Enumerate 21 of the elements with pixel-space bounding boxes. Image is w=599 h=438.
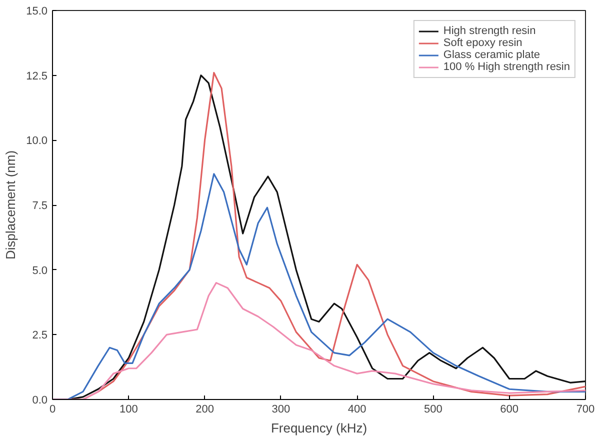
y-tick-label: 12.5 (26, 70, 48, 82)
x-tick-label: 0 (49, 404, 56, 416)
y-tick-label: 5.0 (32, 264, 48, 277)
x-tick-label: 100 (119, 404, 138, 416)
x-tick-label: 400 (348, 404, 366, 416)
x-tick-label: 300 (272, 404, 290, 416)
y-tick-label: 10.0 (26, 135, 48, 148)
y-tick-label: 0.0 (32, 394, 48, 406)
legend-label: Glass ceramic plate (443, 49, 540, 61)
y-axis-title: Displacement (nm) (3, 150, 18, 260)
x-tick-label: 200 (196, 404, 214, 416)
x-tick-label: 600 (500, 404, 519, 416)
y-tick-label: 2.5 (32, 330, 48, 342)
legend-label: 100 % High strength resin (443, 61, 570, 73)
y-tick-label: 7.5 (32, 200, 48, 212)
x-axis-title: Frequency (kHz) (270, 420, 368, 436)
x-tick-label: 500 (424, 404, 442, 416)
legend-label: High strength resin (443, 25, 536, 37)
y-tick-label: 15.0 (26, 6, 48, 18)
legend-label: Soft epoxy resin (443, 37, 522, 49)
x-tick-label: 700 (576, 404, 595, 416)
